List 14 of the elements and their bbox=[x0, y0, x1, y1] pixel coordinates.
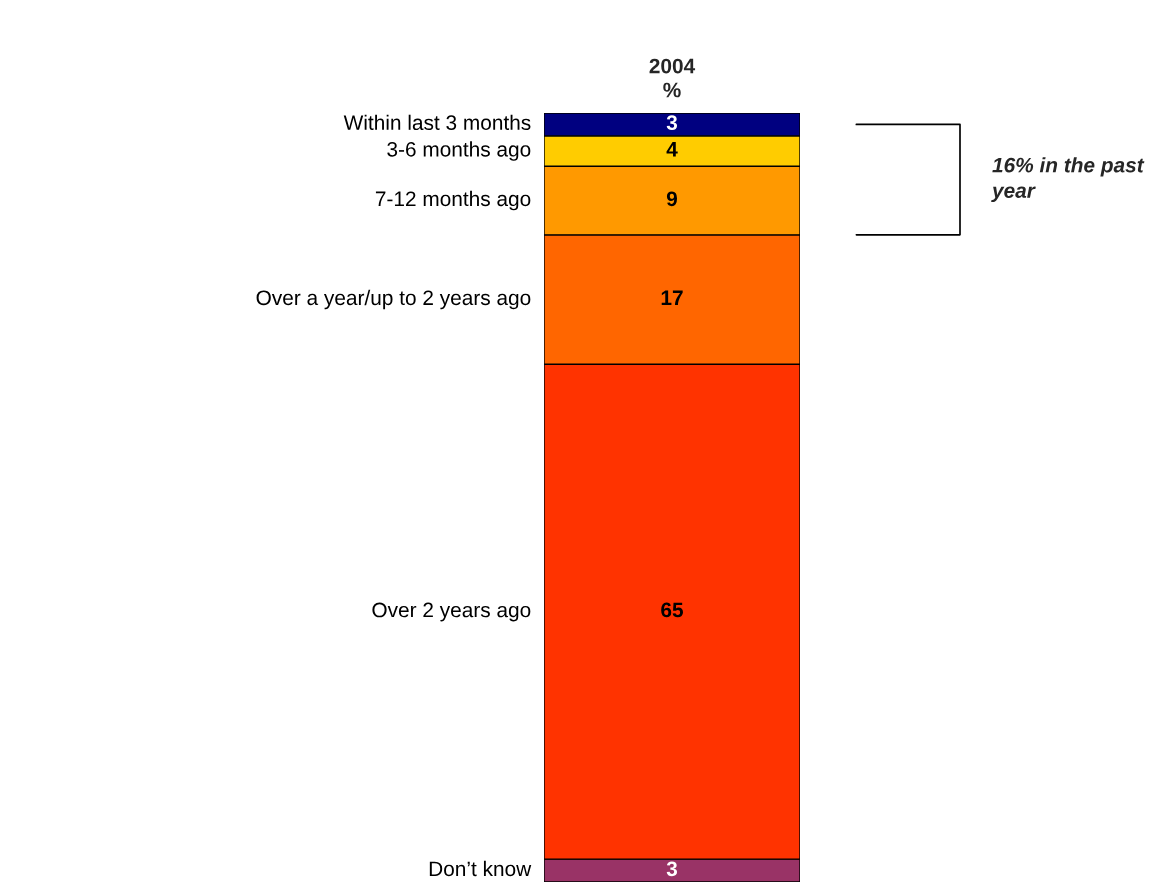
data-label: 3 bbox=[666, 861, 678, 877]
data-label: 65 bbox=[661, 602, 684, 618]
data-label: 9 bbox=[666, 191, 678, 207]
series-label: Over 2 years ago bbox=[372, 602, 531, 622]
series-label: Within last 3 months bbox=[343, 114, 531, 131]
data-label: 17 bbox=[661, 290, 683, 305]
chart-title: 2004 % bbox=[649, 58, 696, 98]
series-label: 3-6 months ago bbox=[387, 141, 531, 161]
text: 16% in the past year bbox=[991, 157, 1145, 203]
data-label: 4 bbox=[666, 142, 678, 157]
data-label: 3 bbox=[666, 115, 678, 131]
series-label: 7-12 months ago bbox=[375, 190, 531, 211]
series-label: Over a year/up to 2 years ago bbox=[256, 289, 531, 310]
series-label: Don’t know bbox=[429, 860, 532, 877]
